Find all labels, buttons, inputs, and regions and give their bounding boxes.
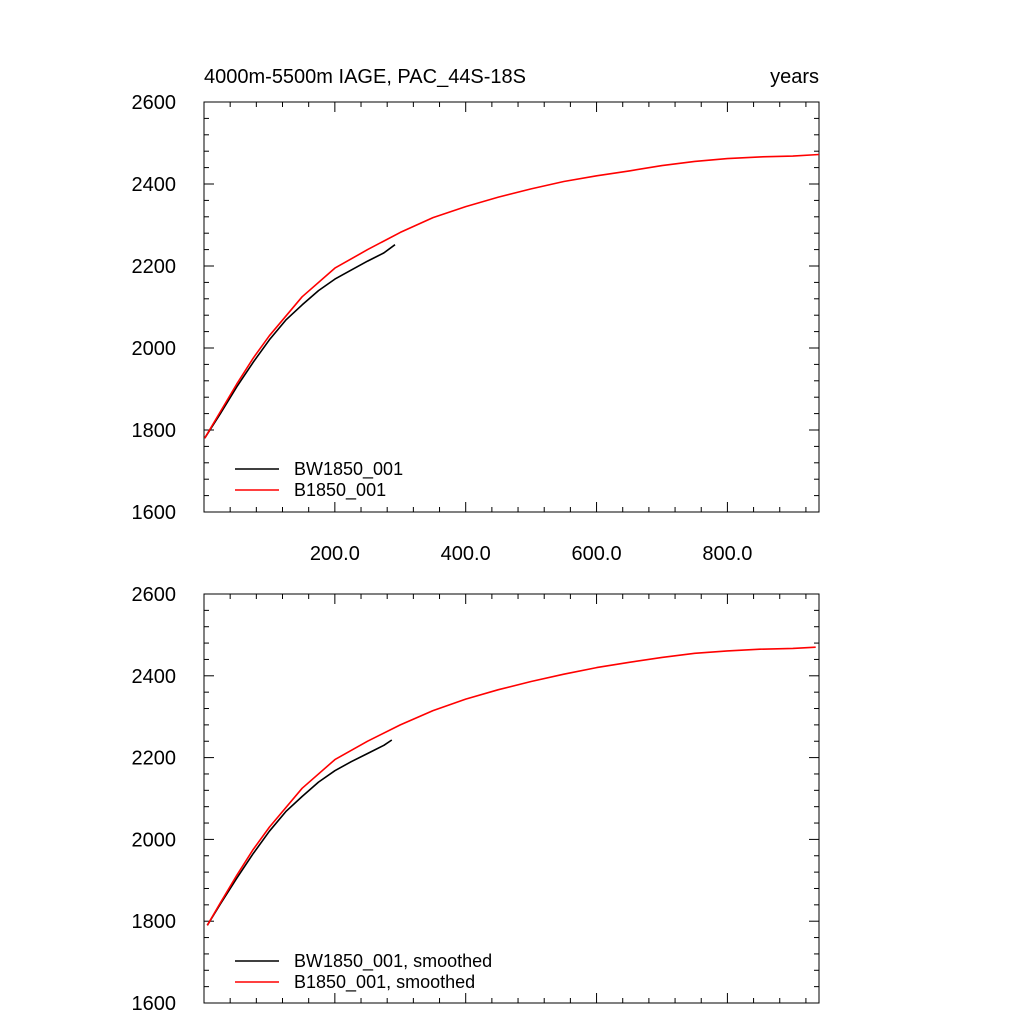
y-tick-label: 2000 (132, 829, 177, 851)
y-tick-label: 2200 (132, 256, 177, 278)
units-label: years (770, 66, 819, 88)
plot-frame (203, 593, 820, 1004)
top-panel: 4000m-5500m IAGE, PAC_44S-18S years 200.… (132, 66, 820, 565)
y-tick-label: 1800 (132, 911, 177, 933)
bottom-panel: 1600 1800 2000 2200 2400 2600 BW1850_001, smo… (132, 584, 820, 1015)
y-tick-label: 1800 (132, 420, 177, 442)
series-line-0 (204, 244, 396, 439)
y-tick-label: 1600 (132, 502, 177, 524)
series-line-1 (206, 646, 816, 926)
y-tick-label: 2400 (132, 666, 177, 688)
y-tick-label: 2400 (132, 174, 177, 196)
top-axes: 200.0 400.0 600.0 800.0 1600 1800 2000 2200 2400… (132, 92, 820, 565)
x-tick-label: 400.0 (441, 543, 491, 565)
x-tick-label: 200.0 (310, 543, 360, 565)
y-tick-label: 1600 (132, 993, 177, 1015)
y-tick-label: 2600 (132, 92, 177, 114)
y-tick-label: 2600 (132, 584, 177, 606)
bottom-series-lines (206, 646, 816, 926)
legend-label-1: B1850_001 (294, 480, 386, 501)
y-tick-label: 2000 (132, 338, 177, 360)
series-line-0 (206, 739, 393, 926)
legend-label-0: BW1850_001, smoothed (294, 951, 492, 972)
series-line-1 (204, 153, 820, 439)
top-series-lines (204, 153, 820, 439)
plot-frame (203, 101, 820, 513)
x-tick-label: 600.0 (572, 543, 622, 565)
legend-label-0: BW1850_001 (294, 459, 403, 480)
y-tick-label: 2200 (132, 748, 177, 770)
x-tick-label: 800.0 (702, 543, 752, 565)
bottom-axes: 1600 1800 2000 2200 2400 2600 (132, 584, 820, 1015)
chart-title: 4000m-5500m IAGE, PAC_44S-18S (204, 66, 526, 88)
legend-label-1: B1850_001, smoothed (294, 972, 475, 993)
